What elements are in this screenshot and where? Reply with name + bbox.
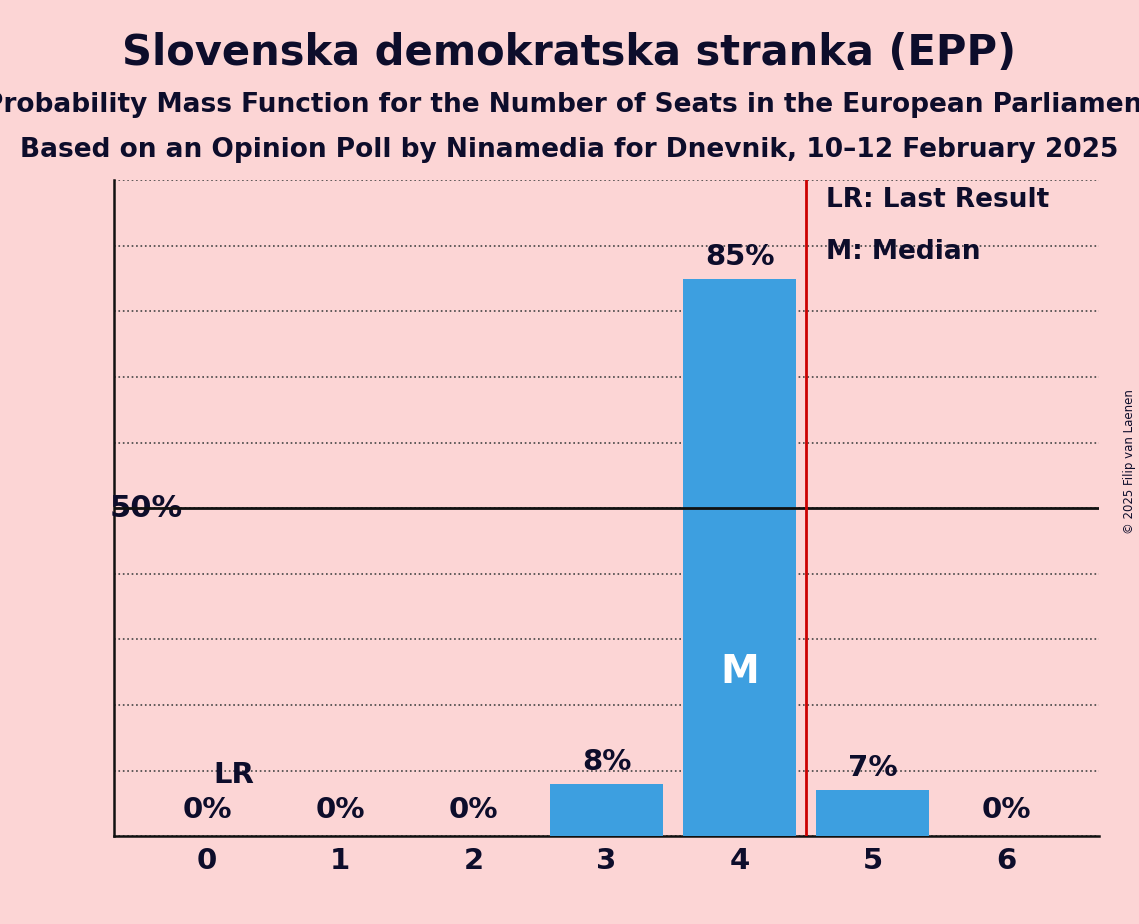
Bar [550,784,663,836]
Bar [817,790,929,836]
Text: LR: Last Result: LR: Last Result [826,187,1049,213]
Text: 8%: 8% [582,748,631,776]
Text: © 2025 Filip van Laenen: © 2025 Filip van Laenen [1123,390,1137,534]
Text: Slovenska demokratska stranka (EPP): Slovenska demokratska stranka (EPP) [122,32,1017,74]
Text: 7%: 7% [847,754,898,783]
Text: Probability Mass Function for the Number of Seats in the European Parliament: Probability Mass Function for the Number… [0,92,1139,118]
Text: M: Median: M: Median [826,239,981,265]
Text: M: M [720,653,759,691]
Text: 0%: 0% [182,796,232,824]
Text: 0%: 0% [449,796,498,824]
Text: Based on an Opinion Poll by Ninamedia for Dnevnik, 10–12 February 2025: Based on an Opinion Poll by Ninamedia fo… [21,137,1118,163]
Text: LR: LR [213,761,254,789]
Text: 0%: 0% [981,796,1031,824]
Bar [683,279,796,836]
Text: 85%: 85% [705,243,775,271]
Text: 0%: 0% [316,796,364,824]
Text: 50%: 50% [109,493,183,523]
